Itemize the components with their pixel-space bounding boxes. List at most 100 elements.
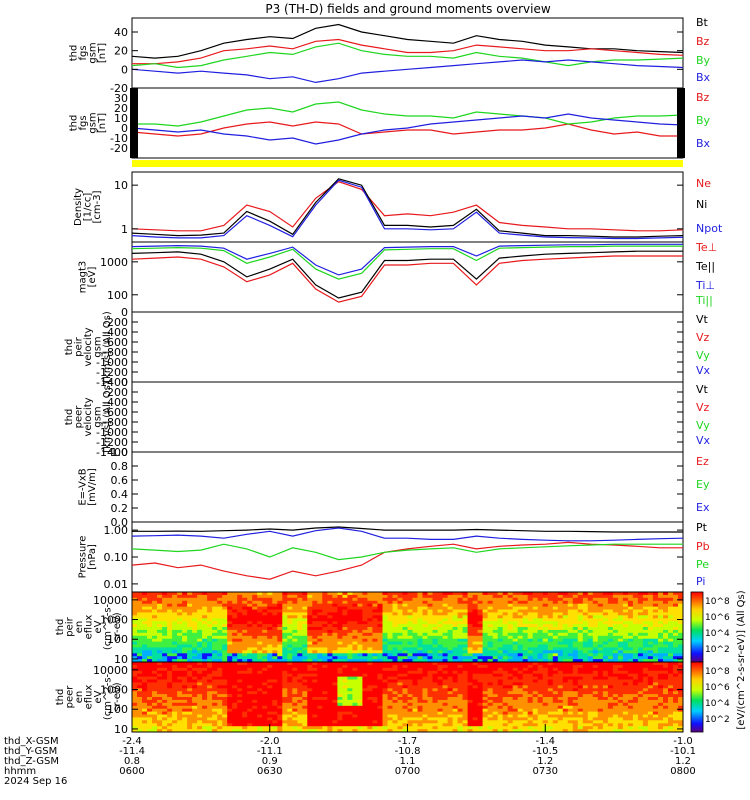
heatmap-cell xyxy=(292,708,298,713)
heatmap-cell xyxy=(627,638,634,643)
heatmap-cell xyxy=(647,606,654,610)
heatmap-cell xyxy=(142,603,148,608)
heatmap-cell xyxy=(432,711,438,715)
heatmap-cell xyxy=(197,615,203,619)
heatmap-cell xyxy=(327,679,333,683)
heatmap-cell xyxy=(377,699,383,704)
heatmap-cell xyxy=(312,694,318,698)
heatmap-cell xyxy=(467,647,474,651)
heatmap-cell xyxy=(547,720,554,724)
heatmap-cell xyxy=(287,664,293,669)
heatmap-cell xyxy=(132,691,138,695)
heatmap-cell xyxy=(207,592,213,596)
heatmap-cell xyxy=(367,714,373,718)
heatmap-cell xyxy=(377,627,383,631)
heatmap-cell xyxy=(637,641,644,645)
heatmap-cell xyxy=(172,699,178,704)
heatmap-cell xyxy=(197,612,203,616)
heatmap-cell xyxy=(252,673,258,678)
heatmap-cell xyxy=(202,629,208,634)
heatmap-cell xyxy=(312,673,318,678)
heatmap-cell xyxy=(537,670,544,675)
heatmap-cell xyxy=(247,621,253,625)
heatmap-cell xyxy=(617,597,624,602)
heatmap-cell xyxy=(532,647,539,651)
heatmap-cell xyxy=(302,635,308,640)
heatmap-cell xyxy=(357,615,363,619)
heatmap-cell xyxy=(647,600,654,605)
heatmap-cell xyxy=(192,662,198,666)
heatmap-cell xyxy=(202,624,208,628)
heatmap-cell xyxy=(587,615,594,619)
heatmap-cell xyxy=(152,635,158,640)
heatmap-cell xyxy=(257,720,263,724)
heatmap-cell xyxy=(257,612,263,616)
heatmap-cell xyxy=(292,603,298,608)
heatmap-cell xyxy=(472,729,479,733)
heatmap-cell xyxy=(487,662,494,666)
heatmap-cell xyxy=(577,650,584,654)
heatmap-cell xyxy=(362,627,368,631)
heatmap-cell xyxy=(382,656,388,660)
heatmap-cell xyxy=(422,682,428,686)
heatmap-cell xyxy=(507,618,514,622)
heatmap-cell xyxy=(412,697,418,701)
heatmap-cell xyxy=(602,641,609,645)
heatmap-cell xyxy=(222,618,228,622)
heatmap-cell xyxy=(152,723,158,727)
heatmap-cell xyxy=(192,711,198,715)
heatmap-cell xyxy=(172,606,178,610)
heatmap-cell xyxy=(522,702,529,707)
heatmap-cell xyxy=(382,679,388,683)
heatmap-cell xyxy=(332,597,338,602)
heatmap-cell xyxy=(612,594,619,599)
heatmap-cell xyxy=(567,662,574,666)
heatmap-cell xyxy=(307,624,313,628)
heatmap-cell xyxy=(462,697,469,701)
heatmap-cell xyxy=(297,682,303,686)
heatmap-cell xyxy=(217,694,223,698)
heatmap-cell xyxy=(668,647,674,651)
heatmap-cell xyxy=(257,723,263,727)
heatmap-cell xyxy=(212,638,218,643)
heatmap-cell xyxy=(242,597,248,602)
heatmap-cell xyxy=(342,720,348,724)
heatmap-cell xyxy=(352,723,358,727)
heatmap-cell xyxy=(242,600,248,605)
heatmap-cell xyxy=(467,592,474,596)
heatmap-cell xyxy=(522,615,529,619)
heatmap-cell xyxy=(607,638,614,643)
ytick-label: -1200 xyxy=(96,436,128,449)
heatmap-cell xyxy=(272,641,278,645)
heatmap-cell xyxy=(347,717,353,721)
heatmap-cell xyxy=(397,650,403,654)
heatmap-cell xyxy=(172,647,178,651)
heatmap-cell xyxy=(497,644,504,648)
heatmap-cell xyxy=(292,618,298,622)
heatmap-cell xyxy=(397,629,403,634)
heatmap-cell xyxy=(362,638,368,643)
heatmap-cell xyxy=(497,685,504,689)
heatmap-cell xyxy=(567,641,574,645)
heatmap-cell xyxy=(432,635,438,640)
heatmap-cell xyxy=(197,653,203,657)
heatmap-cell xyxy=(217,729,223,733)
heatmap-cell xyxy=(337,705,343,710)
heatmap-cell xyxy=(627,629,634,634)
heatmap-cell xyxy=(282,679,288,683)
heatmap-cell xyxy=(592,603,599,608)
heatmap-cell xyxy=(337,621,343,625)
heatmap-cell xyxy=(607,624,614,628)
heatmap-cell xyxy=(412,629,418,634)
ytick-label: 100 xyxy=(107,633,128,646)
heatmap-cell xyxy=(567,676,574,680)
heatmap-cell xyxy=(292,682,298,686)
heatmap-cell xyxy=(227,714,233,718)
heatmap-cell xyxy=(442,664,449,669)
heatmap-cell xyxy=(367,638,373,643)
heatmap-cell xyxy=(527,659,534,663)
heatmap-cell xyxy=(532,618,539,622)
heatmap-cell xyxy=(457,606,464,610)
heatmap-cell xyxy=(167,612,173,616)
heatmap-cell xyxy=(167,726,173,730)
